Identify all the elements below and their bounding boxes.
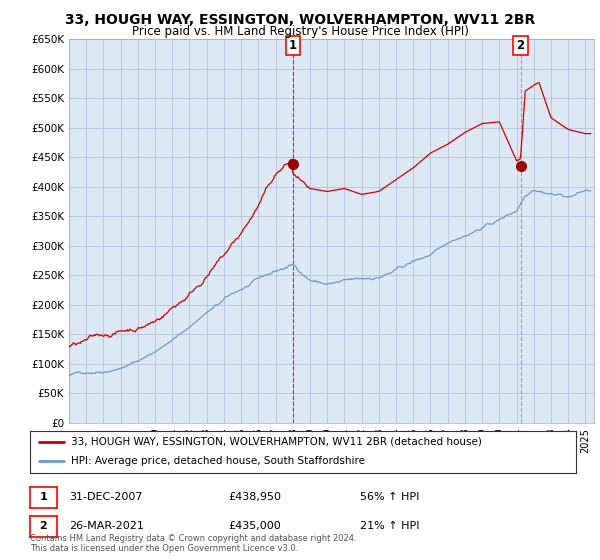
Text: 31-DEC-2007: 31-DEC-2007 xyxy=(69,492,143,502)
Text: 21% ↑ HPI: 21% ↑ HPI xyxy=(360,521,419,531)
Text: 33, HOUGH WAY, ESSINGTON, WOLVERHAMPTON, WV11 2BR: 33, HOUGH WAY, ESSINGTON, WOLVERHAMPTON,… xyxy=(65,13,535,27)
Text: HPI: Average price, detached house, South Staffordshire: HPI: Average price, detached house, Sout… xyxy=(71,456,365,466)
Text: £435,000: £435,000 xyxy=(228,521,281,531)
Text: 1: 1 xyxy=(40,492,47,502)
Text: 33, HOUGH WAY, ESSINGTON, WOLVERHAMPTON, WV11 2BR (detached house): 33, HOUGH WAY, ESSINGTON, WOLVERHAMPTON,… xyxy=(71,437,482,447)
Text: £438,950: £438,950 xyxy=(228,492,281,502)
Text: 56% ↑ HPI: 56% ↑ HPI xyxy=(360,492,419,502)
Text: 2: 2 xyxy=(40,521,47,531)
Text: Price paid vs. HM Land Registry's House Price Index (HPI): Price paid vs. HM Land Registry's House … xyxy=(131,25,469,39)
Text: Contains HM Land Registry data © Crown copyright and database right 2024.
This d: Contains HM Land Registry data © Crown c… xyxy=(30,534,356,553)
Text: 1: 1 xyxy=(289,39,296,52)
Text: 2: 2 xyxy=(517,39,524,52)
Text: 26-MAR-2021: 26-MAR-2021 xyxy=(69,521,144,531)
